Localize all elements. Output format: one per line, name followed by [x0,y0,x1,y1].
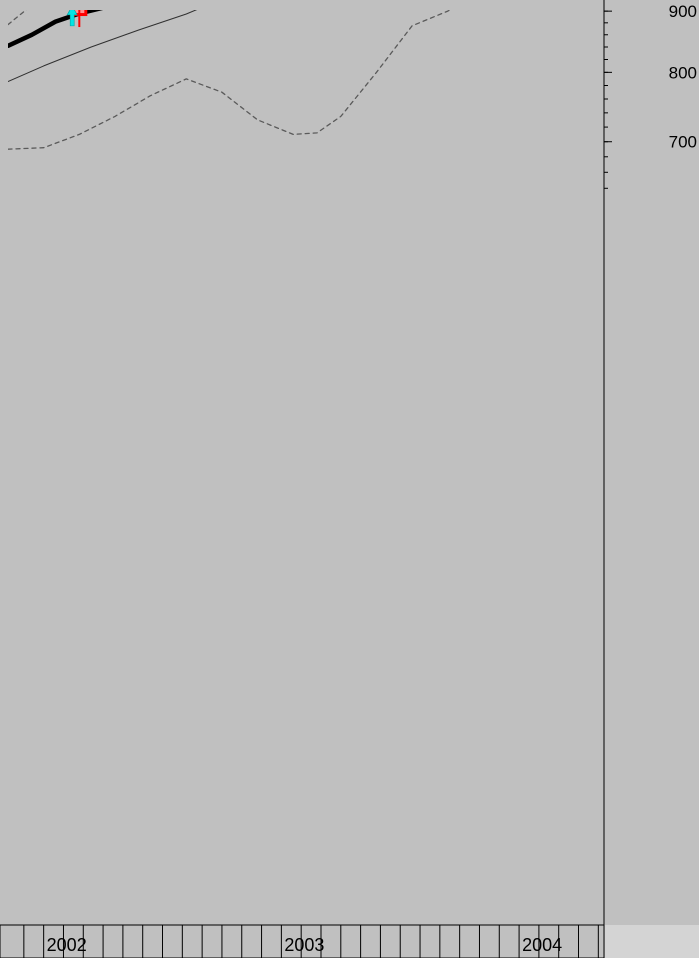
x-year-label: 2004 [522,935,562,955]
y-axis: 7008009001000110012001300140015001600170… [603,0,697,925]
x-axis: 2002 2003 2004 [0,924,699,958]
x-year-label: 2002 [47,935,87,955]
buy-signal-marker [66,10,78,27]
y-tick-label: 700 [669,133,697,152]
sell-signal-marker [71,10,88,28]
y-tick-label: 800 [669,63,697,82]
y-tick-label: 900 [669,2,697,21]
series-average-line [8,10,198,82]
plot-area [8,10,452,150]
x-year-label: 2003 [284,935,324,955]
series-lower-band-line [8,10,452,150]
x-axis-strip [0,924,605,958]
axis-corner-panel [605,925,699,958]
